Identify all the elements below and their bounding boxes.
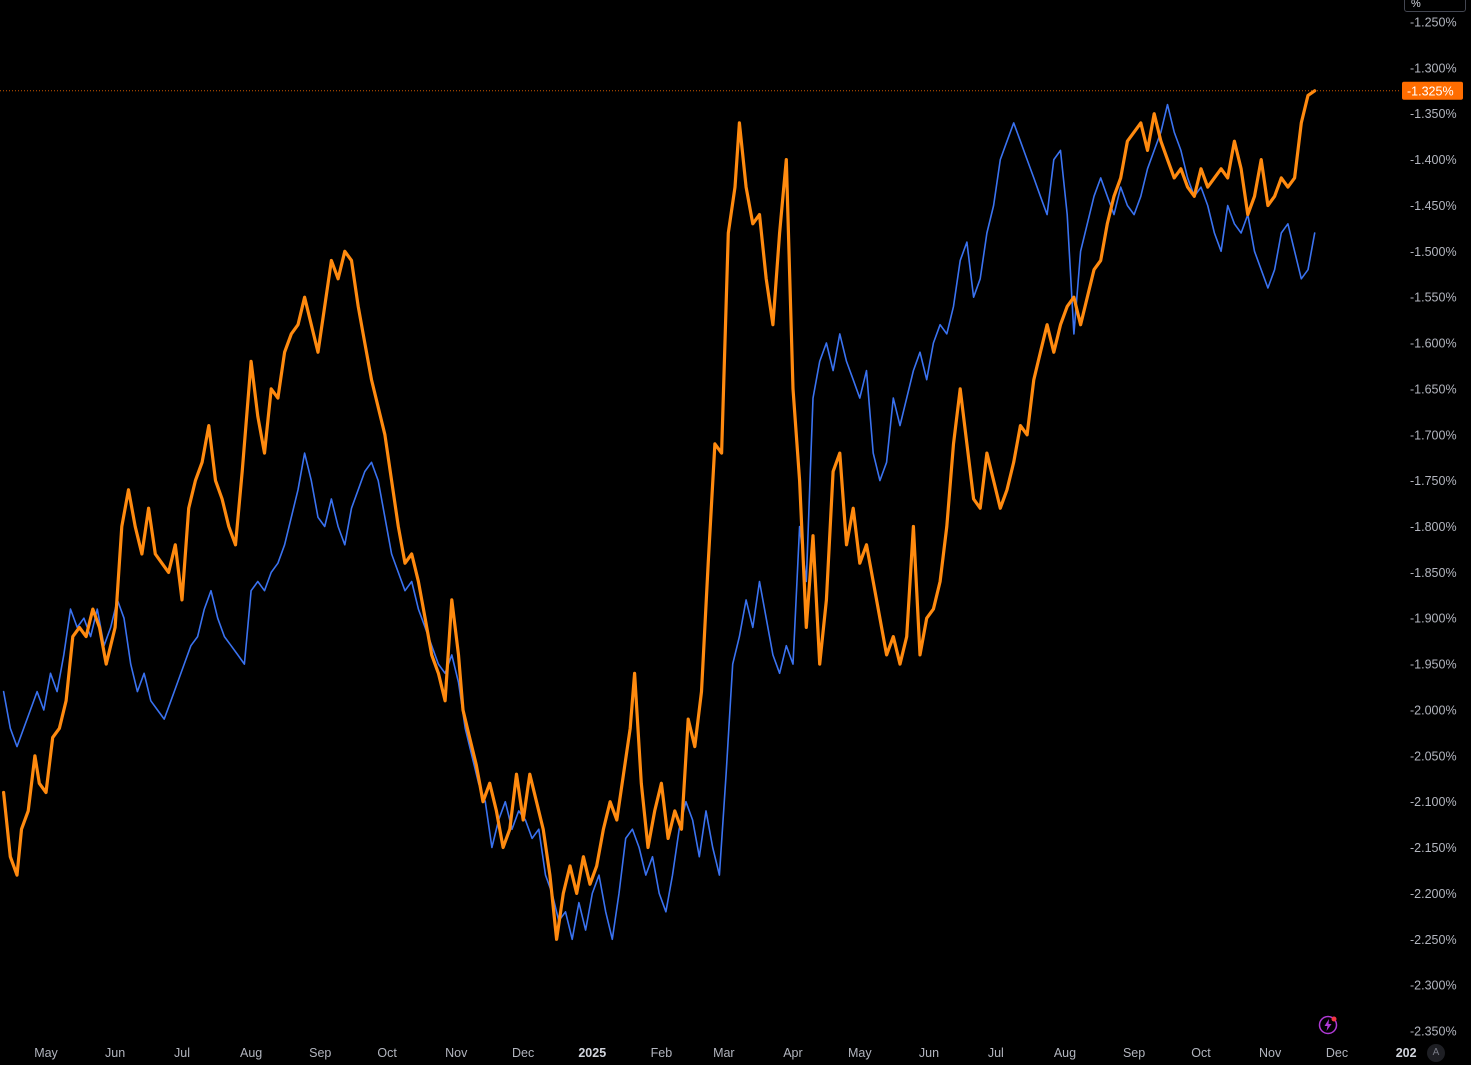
- x-tick-label: Dec: [512, 1046, 534, 1060]
- last-value-guide: -1.325%: [0, 81, 1463, 100]
- x-tick-label: Nov: [1259, 1046, 1282, 1060]
- x-tick-label: May: [848, 1046, 872, 1060]
- y-tick-label: -1.650%: [1410, 382, 1457, 396]
- blue-series-line[interactable]: [2, 103, 1316, 941]
- unit-selector[interactable]: %: [1404, 0, 1466, 12]
- y-tick-label: -2.350%: [1410, 1025, 1457, 1039]
- x-tick-label: Jul: [988, 1046, 1004, 1060]
- y-tick-label: -1.400%: [1410, 153, 1457, 167]
- y-tick-label: -1.600%: [1410, 337, 1457, 351]
- y-tick-label: -1.250%: [1410, 16, 1457, 30]
- x-tick-label: Aug: [1054, 1046, 1076, 1060]
- x-tick-label: Sep: [309, 1046, 331, 1060]
- y-tick-label: -1.500%: [1410, 245, 1457, 259]
- y-tick-label: -1.700%: [1410, 428, 1457, 442]
- y-tick-label: -1.750%: [1410, 474, 1457, 488]
- y-tick-label: -1.950%: [1410, 658, 1457, 672]
- x-tick-label: Feb: [651, 1046, 673, 1060]
- y-tick-label: -1.900%: [1410, 612, 1457, 626]
- y-tick-label: -2.150%: [1410, 841, 1457, 855]
- y-tick-label: -1.350%: [1410, 107, 1457, 121]
- x-tick-label: Dec: [1326, 1046, 1348, 1060]
- x-tick-label: Nov: [445, 1046, 468, 1060]
- x-tick-label: Jun: [105, 1046, 125, 1060]
- x-tick-label: Oct: [1191, 1046, 1211, 1060]
- auto-scale-button[interactable]: A: [1427, 1044, 1445, 1062]
- x-tick-label: 202: [1396, 1046, 1417, 1060]
- y-tick-label: -2.050%: [1410, 749, 1457, 763]
- x-tick-label: Aug: [240, 1046, 262, 1060]
- y-tick-label: -1.550%: [1410, 291, 1457, 305]
- x-tick-label: Sep: [1123, 1046, 1145, 1060]
- y-tick-label: -1.300%: [1410, 61, 1457, 75]
- last-value-label: -1.325%: [1407, 84, 1454, 98]
- price-axis[interactable]: -1.250% -1.300% -1.350% -1.400% -1.450% -1.50…: [1410, 16, 1457, 1039]
- x-tick-label: Jul: [174, 1046, 190, 1060]
- x-tick-label: Jun: [919, 1046, 939, 1060]
- x-tick-label: May: [34, 1046, 58, 1060]
- x-tick-label: 2025: [578, 1046, 606, 1060]
- orange-series-line[interactable]: [2, 89, 1317, 941]
- y-tick-label: -2.200%: [1410, 887, 1457, 901]
- x-tick-label: Oct: [377, 1046, 397, 1060]
- y-tick-label: -2.100%: [1410, 795, 1457, 809]
- y-tick-label: -2.250%: [1410, 933, 1457, 947]
- x-tick-label: Apr: [783, 1046, 802, 1060]
- x-tick-label: Mar: [713, 1046, 735, 1060]
- y-tick-label: -1.450%: [1410, 199, 1457, 213]
- y-tick-label: -2.000%: [1410, 703, 1457, 717]
- time-axis[interactable]: May Jun Jul Aug Sep Oct Nov Dec 2025 Feb Mar Apr May…: [34, 1046, 1416, 1060]
- plot-area[interactable]: [2, 89, 1317, 941]
- lightning-alert-icon[interactable]: [1317, 1014, 1339, 1036]
- last-value-badge: [1402, 81, 1463, 100]
- y-tick-label: -1.850%: [1410, 566, 1457, 580]
- y-tick-label: -2.300%: [1410, 979, 1457, 993]
- y-tick-label: -1.800%: [1410, 520, 1457, 534]
